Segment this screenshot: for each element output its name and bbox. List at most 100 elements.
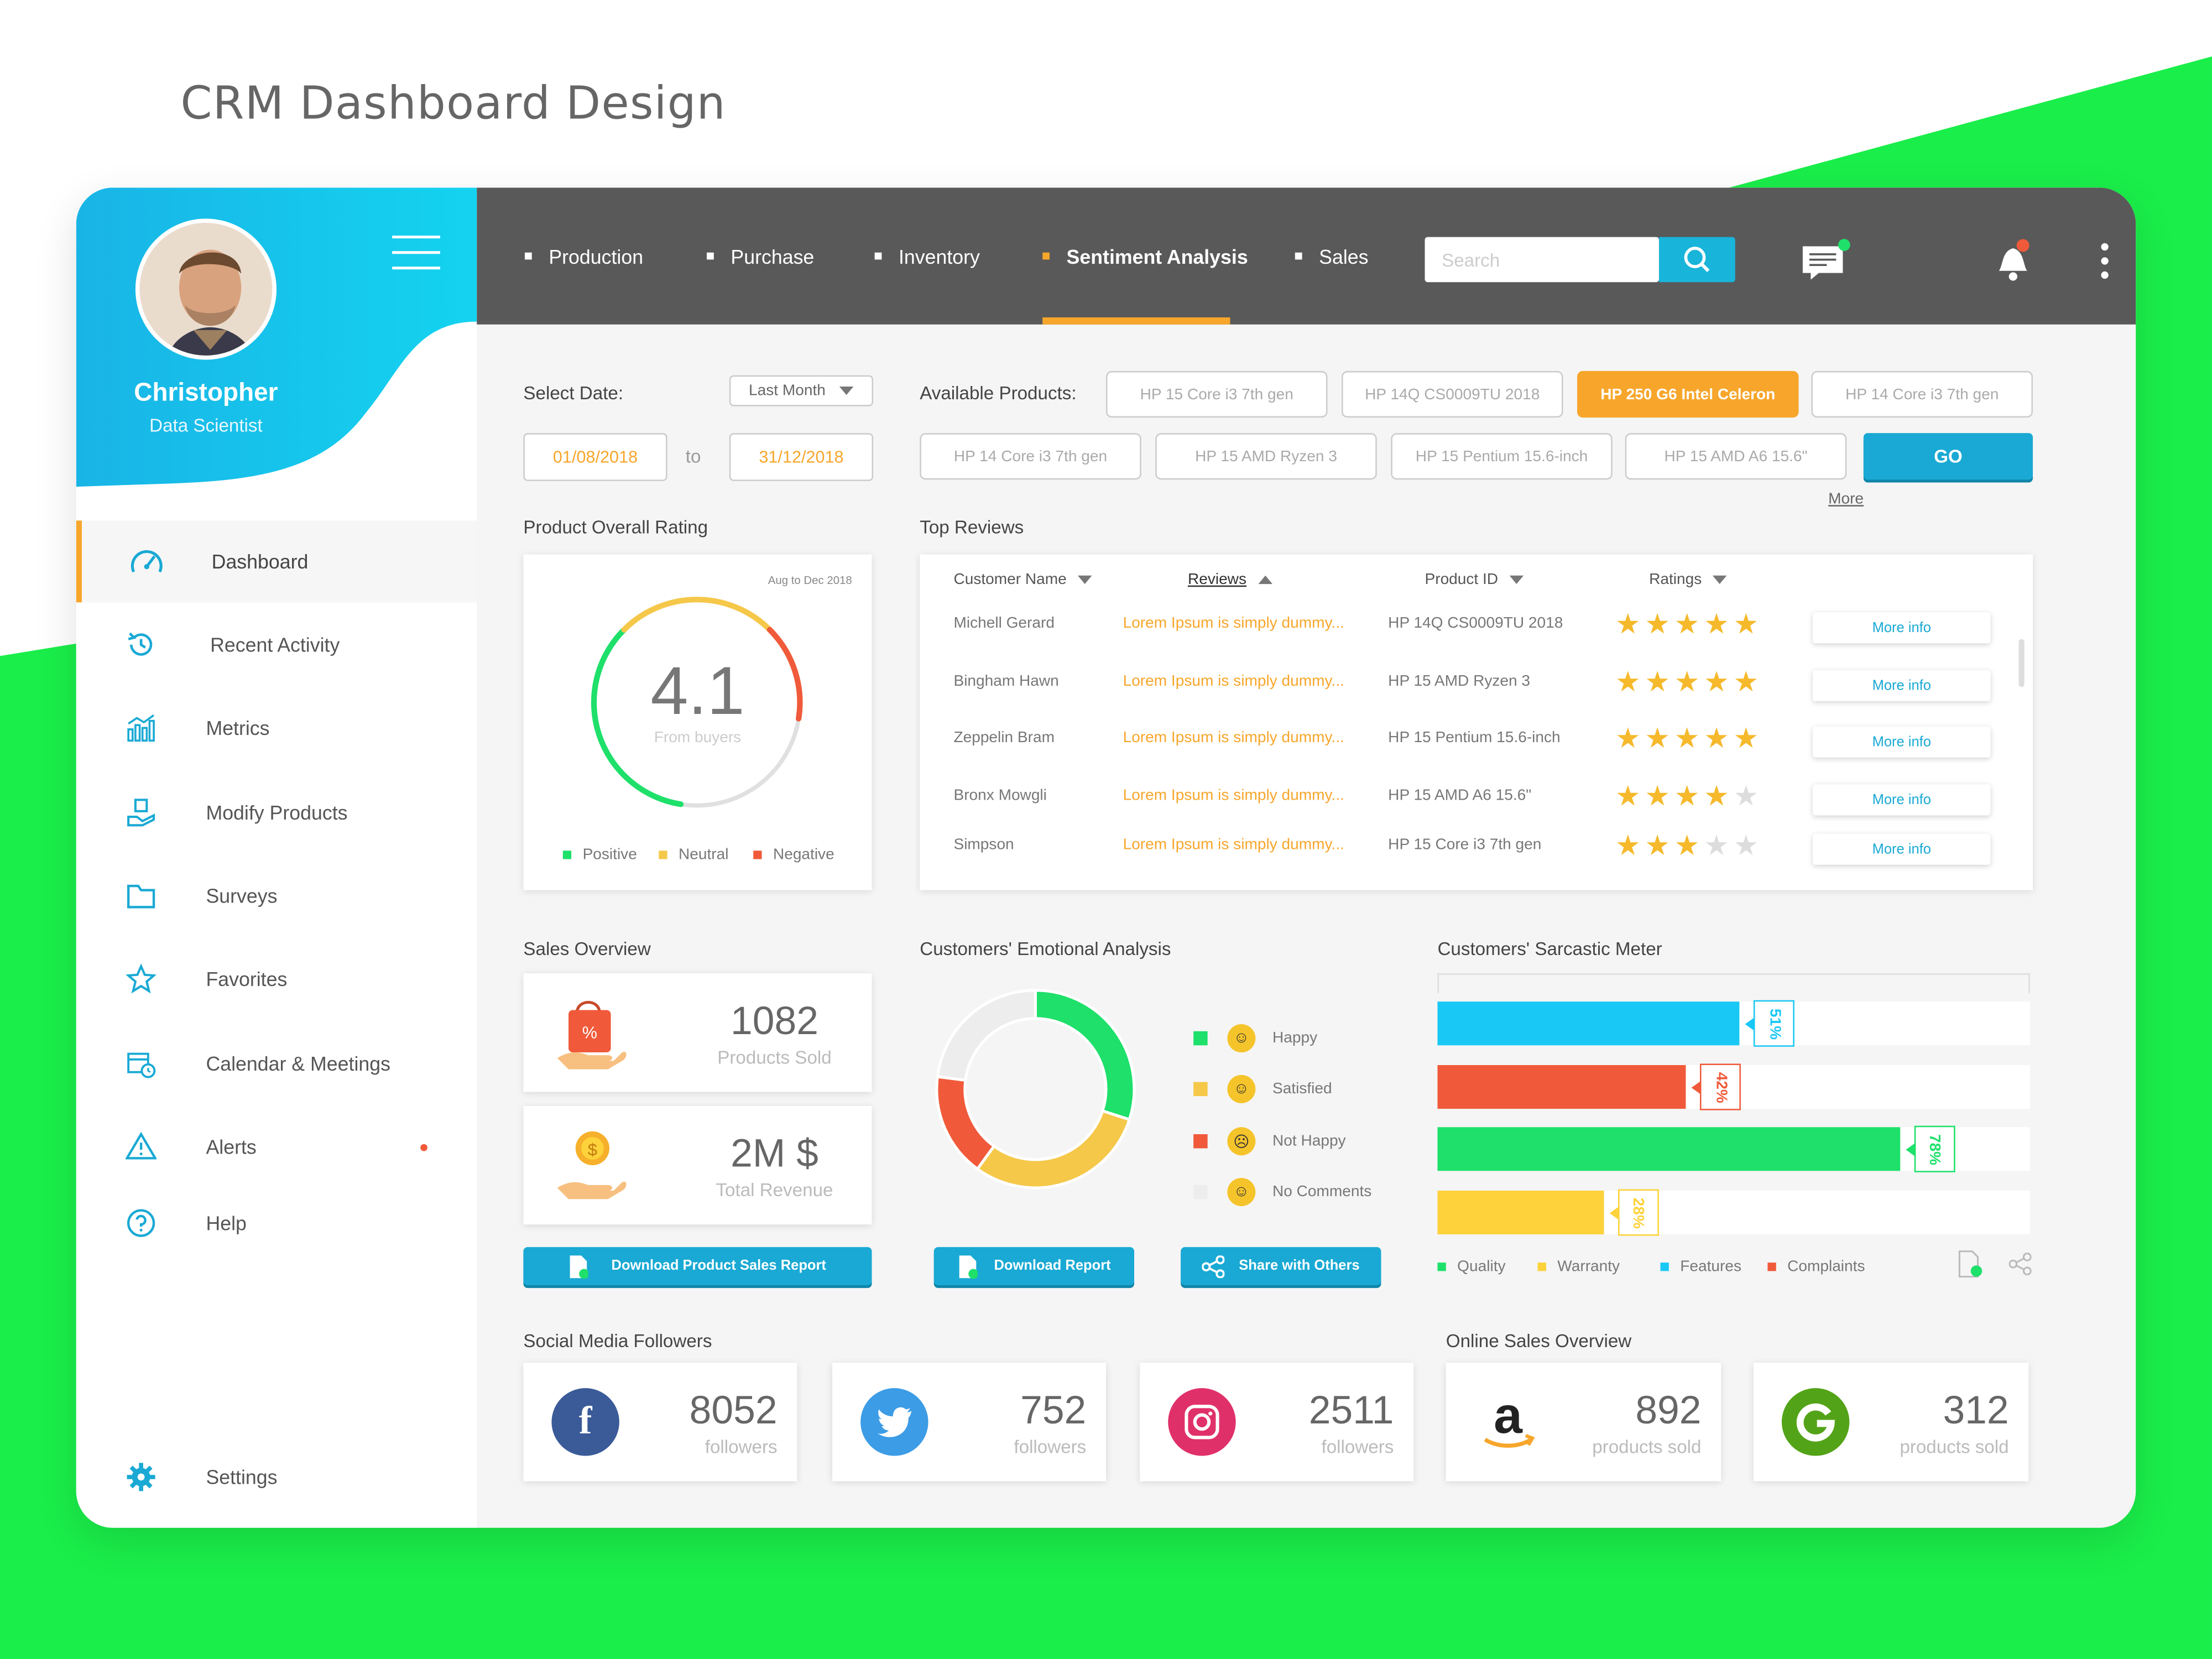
share-button[interactable]: Share with Others xyxy=(1181,1247,1381,1285)
sidebar-item-label: Help xyxy=(206,1212,247,1235)
legend-complaints: Complaints xyxy=(1767,1258,1865,1275)
sidebar-item-dashboard[interactable]: Dashboard xyxy=(76,520,477,603)
sidebar-item-favorites[interactable]: Favorites xyxy=(76,938,477,1020)
rating-value: 4.1 xyxy=(650,654,745,729)
sidebar-item-calendar[interactable]: Calendar & Meetings xyxy=(76,1022,477,1104)
rating-title: Product Overall Rating xyxy=(523,516,708,538)
review-cell[interactable]: Lorem Ipsum is simply dummy... xyxy=(1123,729,1344,747)
go-button[interactable]: GO xyxy=(1863,433,2033,480)
more-info-button[interactable]: More info xyxy=(1813,726,1991,758)
column-header-customer[interactable]: Customer Name xyxy=(953,571,1092,588)
sidebar-item-surveys[interactable]: Surveys xyxy=(76,855,477,937)
download-sales-report-button[interactable]: Download Product Sales Report xyxy=(523,1247,872,1285)
product-option[interactable]: HP 14Q CS0009TU 2018 xyxy=(1342,371,1563,418)
gauge-segment-positive xyxy=(591,627,684,807)
groupon-icon[interactable] xyxy=(1781,1388,1850,1456)
sidebar-item-settings[interactable]: Settings xyxy=(76,1436,477,1518)
table-scrollbar[interactable] xyxy=(2018,639,2025,687)
star-icon xyxy=(124,962,158,996)
sidebar-item-modify-products[interactable]: Modify Products xyxy=(76,771,477,853)
sidebar-item-metrics[interactable]: Metrics xyxy=(76,687,477,769)
product-option[interactable]: HP 15 AMD Ryzen 3 xyxy=(1155,433,1377,480)
facebook-icon[interactable]: f xyxy=(551,1388,619,1456)
avatar[interactable] xyxy=(135,218,276,360)
star-rating: ★ ★ ★ ★ ★ xyxy=(1615,665,1763,700)
review-cell[interactable]: Lorem Ipsum is simply dummy... xyxy=(1123,836,1344,854)
product-option[interactable]: HP 14 Core i3 7th gen xyxy=(920,433,1141,480)
rating-gauge xyxy=(591,597,803,808)
product-option-selected[interactable]: HP 250 G6 Intel Celeron xyxy=(1577,371,1799,418)
star-icon: ★ xyxy=(1733,723,1763,755)
review-cell[interactable]: Lorem Ipsum is simply dummy... xyxy=(1123,787,1344,805)
share-icon[interactable] xyxy=(2008,1253,2032,1276)
sidebar-item-recent-activity[interactable]: Recent Activity xyxy=(76,604,477,686)
tab-sales[interactable]: Sales xyxy=(1295,187,1369,324)
product-id-cell: HP 15 Core i3 7th gen xyxy=(1388,836,1542,854)
product-option[interactable]: HP 15 Pentium 15.6-inch xyxy=(1391,433,1613,480)
sales-title: Sales Overview xyxy=(523,938,651,959)
column-header-product[interactable]: Product ID xyxy=(1425,571,1524,588)
notification-bell-icon[interactable] xyxy=(1987,236,2038,286)
search-input[interactable] xyxy=(1425,237,1659,283)
product-option[interactable]: HP 14 Core i3 7th gen xyxy=(1811,371,2033,418)
amazon-icon[interactable]: a xyxy=(1474,1387,1542,1455)
star-icon: ★ xyxy=(1674,723,1704,755)
download-report-button[interactable]: Download Report xyxy=(933,1247,1135,1285)
tab-production[interactable]: Production xyxy=(524,187,643,324)
instagram-icon[interactable] xyxy=(1168,1388,1236,1456)
label-pointer xyxy=(1692,1081,1702,1095)
more-info-button[interactable]: More info xyxy=(1813,612,1991,644)
more-options-icon[interactable] xyxy=(2079,236,2130,286)
top-navigation: Production Purchase Inventory Sentiment … xyxy=(477,187,2136,325)
star-icon: ★ xyxy=(1674,781,1704,813)
review-cell[interactable]: Lorem Ipsum is simply dummy... xyxy=(1123,672,1344,690)
followers-count: 8052 xyxy=(689,1388,778,1432)
from-date-field[interactable]: 01/08/2018 xyxy=(523,433,667,481)
star-icon: ★ xyxy=(1645,667,1674,698)
messages-icon[interactable] xyxy=(1800,236,1851,286)
date-range-select[interactable]: Last Month xyxy=(729,375,874,406)
customer-name-cell: Bronx Mowgli xyxy=(953,787,1047,805)
revenue-value: 2M $ xyxy=(731,1131,818,1175)
star-icon: ★ xyxy=(1615,667,1645,698)
tab-inventory[interactable]: Inventory xyxy=(874,187,980,324)
star-icon: ★ xyxy=(1645,723,1674,755)
products-sold-card: % 1082 Products Sold xyxy=(523,973,872,1092)
column-header-reviews[interactable]: Reviews xyxy=(1188,571,1272,588)
legend-features: Features xyxy=(1660,1258,1741,1275)
groupon-card: 312 products sold xyxy=(1753,1363,2029,1481)
tab-label: Sentiment Analysis xyxy=(1066,244,1248,268)
rating-period: Aug to Dec 2018 xyxy=(768,574,852,587)
more-info-button[interactable]: More info xyxy=(1813,833,1991,865)
more-info-button[interactable]: More info xyxy=(1813,784,1991,816)
folder-icon xyxy=(124,879,158,912)
date-range-value: Last Month xyxy=(749,382,826,399)
document-download-icon[interactable] xyxy=(1958,1250,1984,1278)
twitter-icon[interactable] xyxy=(860,1388,928,1456)
hand-box-icon xyxy=(124,796,158,830)
sidebar-item-alerts[interactable]: Alerts xyxy=(76,1106,477,1188)
star-icon: ★ xyxy=(1615,609,1645,641)
product-option[interactable]: HP 15 AMD A6 15.6" xyxy=(1625,433,1847,480)
search-icon xyxy=(1684,247,1710,272)
page-title: CRM Dashboard Design xyxy=(180,76,726,130)
more-products-link[interactable]: More xyxy=(1828,491,1864,508)
to-date-field[interactable]: 31/12/2018 xyxy=(729,433,874,481)
review-cell[interactable]: Lorem Ipsum is simply dummy... xyxy=(1123,615,1344,632)
product-option[interactable]: HP 15 Core i3 7th gen xyxy=(1105,371,1328,418)
products-count: 312 xyxy=(1943,1388,2009,1432)
svg-text:%: % xyxy=(582,1024,597,1042)
customer-name-cell: Zeppelin Bram xyxy=(953,729,1055,747)
legend-negative: Negative xyxy=(753,847,834,863)
star-icon: ★ xyxy=(1615,781,1645,813)
donut-slice-happy xyxy=(1034,989,1136,1121)
legend-positive: Positive xyxy=(562,847,637,863)
warning-icon xyxy=(124,1130,158,1164)
tab-sentiment-analysis[interactable]: Sentiment Analysis xyxy=(1042,187,1248,324)
column-header-ratings[interactable]: Ratings xyxy=(1649,571,1728,588)
tab-purchase[interactable]: Purchase xyxy=(707,187,814,324)
more-info-button[interactable]: More info xyxy=(1813,670,1991,701)
search-button[interactable] xyxy=(1658,237,1735,283)
sidebar-item-help[interactable]: Help xyxy=(76,1182,477,1264)
menu-toggle-icon[interactable] xyxy=(392,236,440,275)
